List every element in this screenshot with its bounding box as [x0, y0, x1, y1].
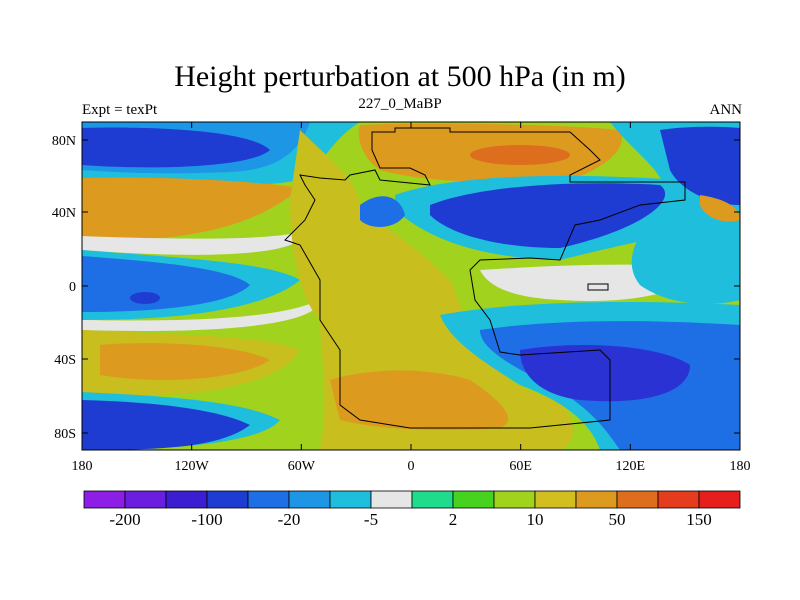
colorbar-swatch: [616, 490, 659, 509]
equator-west-blue: [82, 256, 250, 312]
colorbar-swatch: [329, 490, 372, 509]
colorbar-label: -5: [364, 510, 378, 529]
colorbar: -200 -100 -20 -5 2 10 50 150: [83, 490, 741, 529]
y-tick-label: 40S: [54, 353, 76, 368]
x-tick-label: 120E: [616, 459, 646, 474]
y-tick-label: 40N: [52, 206, 76, 221]
y-tick-label: 0: [69, 280, 76, 295]
y-tick-label: 80S: [54, 427, 76, 442]
season-label: ANN: [709, 102, 743, 118]
east-south-deep-blue: [520, 345, 690, 402]
colorbar-label: 10: [527, 510, 544, 529]
y-axis: 80N 40N 0 40S 80S: [52, 134, 740, 442]
colorbar-swatch: [657, 490, 700, 509]
west-40n-orange: [82, 177, 300, 241]
x-tick-label: 180: [730, 459, 751, 474]
continent-outline: [284, 127, 686, 429]
colorbar-label: 150: [686, 510, 712, 529]
island-outline: [587, 283, 609, 291]
x-tick-label: 0: [408, 459, 415, 474]
colorbar-label: 2: [449, 510, 458, 529]
colorbar-swatch: [288, 490, 331, 509]
colorbar-swatch: [493, 490, 536, 509]
colorbar-swatch: [247, 490, 290, 509]
colorbar-swatch: [698, 490, 741, 509]
map-title: Height perturbation at 500 hPa (in m): [174, 60, 626, 93]
colorbar-swatch: [124, 490, 167, 509]
colorbar-swatch: [411, 490, 454, 509]
colorbar-swatch: [370, 490, 413, 509]
x-tick-label: 120W: [175, 459, 210, 474]
colorbar-swatch: [206, 490, 249, 509]
y-tick-label: 80N: [52, 134, 76, 149]
small-blue-blob: [360, 196, 405, 227]
colorbar-label: 50: [609, 510, 626, 529]
x-axis: 180 120W 60W 0 60E 120E 180: [72, 122, 751, 474]
colorbar-label: -100: [191, 510, 222, 529]
colorbar-swatch: [165, 490, 208, 509]
x-tick-label: 60W: [288, 459, 316, 474]
south-midlat-orange: [100, 343, 270, 380]
south-central-orange: [330, 370, 509, 430]
contour-field: [82, 122, 740, 450]
experiment-label: Expt = texPt: [82, 102, 158, 118]
colorbar-swatch: [575, 490, 618, 509]
x-tick-label: 60E: [509, 459, 532, 474]
colorbar-swatch: [83, 490, 126, 509]
colorbar-swatch: [452, 490, 495, 509]
equator-white-band-south: [82, 300, 320, 331]
colorbar-swatch: [534, 490, 577, 509]
central-olive-region: [290, 130, 574, 450]
colorbar-label: -20: [278, 510, 301, 529]
colorbar-label: -200: [109, 510, 140, 529]
x-tick-label: 180: [72, 459, 93, 474]
south-polar-deep-blue: [82, 400, 250, 450]
west-tropic-white-band: [82, 232, 301, 255]
north-central-dark-orange: [470, 145, 570, 165]
far-east-orange-blob: [700, 195, 740, 222]
east-north-deep-blue: [430, 183, 666, 248]
north-deep-blue-region: [82, 127, 270, 168]
equator-west-deep-blue: [130, 292, 160, 304]
far-east-deep-blue: [660, 126, 740, 205]
period-label: 227_0_MaBP: [358, 96, 442, 112]
